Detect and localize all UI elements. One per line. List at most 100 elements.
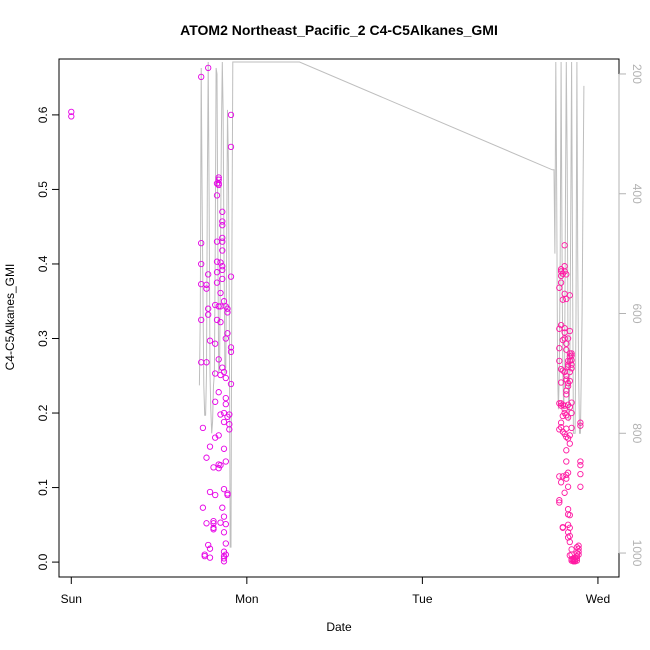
data-point xyxy=(563,271,570,278)
data-point xyxy=(217,411,224,418)
data-point xyxy=(564,469,572,476)
data-point xyxy=(224,491,231,499)
data-point xyxy=(226,426,233,433)
data-point xyxy=(219,263,226,270)
data-point xyxy=(577,422,584,429)
data-point xyxy=(561,489,568,496)
data-point xyxy=(203,285,210,292)
plot-frame xyxy=(58,58,620,578)
data-point xyxy=(212,491,219,499)
data-point xyxy=(557,279,565,286)
data-point xyxy=(563,433,570,441)
data-point xyxy=(563,425,570,432)
data-point xyxy=(564,335,572,342)
data-point xyxy=(213,192,221,199)
data-point xyxy=(561,268,568,275)
data-point xyxy=(222,551,229,558)
data-point xyxy=(568,399,575,406)
data-point xyxy=(568,409,575,417)
data-point xyxy=(203,359,210,366)
data-point xyxy=(563,346,570,353)
data-point xyxy=(215,389,222,396)
data-point xyxy=(217,289,224,297)
data-point xyxy=(220,485,228,493)
data-point xyxy=(224,305,231,312)
data-point xyxy=(566,440,573,447)
data-point xyxy=(227,273,235,280)
data-point xyxy=(219,238,226,245)
data-point xyxy=(577,470,584,478)
y-tick-label: 0.4 xyxy=(36,255,50,272)
data-point xyxy=(215,180,222,187)
data-point xyxy=(219,234,226,242)
y-tick-label: 0.0 xyxy=(36,553,50,570)
data-point xyxy=(210,464,217,471)
data-point xyxy=(568,365,575,372)
x-tick-label: Tue xyxy=(412,592,433,606)
data-point xyxy=(556,499,563,506)
data-point xyxy=(213,258,221,265)
data-point xyxy=(205,64,212,72)
data-point xyxy=(563,458,570,465)
data-point xyxy=(222,458,229,465)
data-point xyxy=(222,400,229,408)
data-point xyxy=(563,372,570,379)
x-axis-label: Date xyxy=(326,620,352,634)
right-tick-label: 400 xyxy=(630,184,644,204)
data-point xyxy=(206,337,214,344)
data-point xyxy=(566,524,573,531)
data-point xyxy=(568,361,575,368)
data-point xyxy=(203,454,210,461)
data-point xyxy=(559,367,566,374)
data-point xyxy=(577,458,584,465)
data-point xyxy=(566,327,573,335)
data-point xyxy=(568,424,575,432)
data-point xyxy=(198,239,205,247)
data-point xyxy=(219,208,226,215)
data-point xyxy=(210,520,217,527)
data-point xyxy=(568,350,575,357)
data-point xyxy=(206,488,214,496)
data-point xyxy=(227,380,235,388)
data-point xyxy=(205,311,212,318)
data-point xyxy=(556,357,563,365)
right-tick-label: 800 xyxy=(630,423,644,443)
data-point xyxy=(556,345,563,352)
data-point xyxy=(222,540,229,547)
right-tick-label: 200 xyxy=(630,64,644,84)
data-point xyxy=(224,330,231,337)
data-point xyxy=(215,303,222,310)
data-point xyxy=(199,424,207,432)
data-point xyxy=(227,143,235,151)
right-tick-label: 1000 xyxy=(630,540,644,567)
data-point xyxy=(206,554,214,561)
data-point xyxy=(563,376,570,383)
data-point xyxy=(566,368,573,376)
data-point xyxy=(217,519,224,526)
axes: Sun Mon Tue Wed 0.0 0.1 0.2 0.3 0.4 0.5 0.6 200 400 6… xyxy=(36,64,644,606)
data-point xyxy=(212,398,219,405)
data-point xyxy=(577,419,584,426)
pressure-line xyxy=(198,61,585,548)
data-point xyxy=(226,411,233,418)
data-point xyxy=(217,462,224,469)
data-point xyxy=(564,506,572,513)
y-tick-label: 0.6 xyxy=(36,106,50,123)
data-point xyxy=(575,548,582,555)
data-point xyxy=(220,555,228,562)
data-point xyxy=(222,394,229,402)
data-point xyxy=(575,551,582,558)
data-point xyxy=(205,541,212,549)
data-point xyxy=(224,309,231,316)
data-point xyxy=(199,504,207,511)
data-point xyxy=(566,538,573,546)
data-point xyxy=(568,546,575,553)
data-point xyxy=(222,374,229,382)
data-point xyxy=(219,222,226,229)
data-point xyxy=(217,371,224,379)
data-point xyxy=(198,73,205,81)
data-point xyxy=(217,259,224,266)
data-point xyxy=(557,379,565,386)
data-point xyxy=(566,292,573,299)
